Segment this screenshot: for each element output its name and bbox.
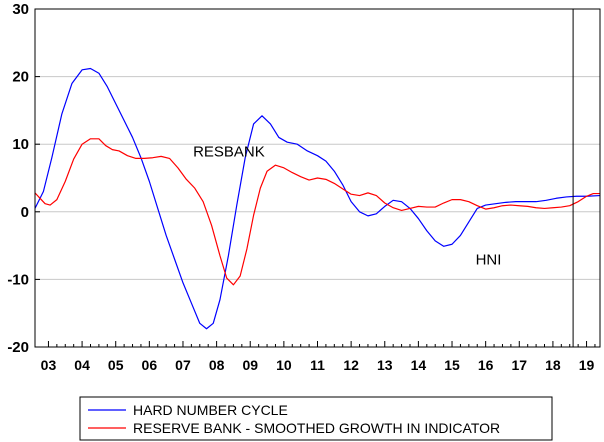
x-tick-label: 14 — [411, 357, 427, 373]
y-tick-label: -20 — [7, 339, 29, 356]
x-tick-label: 13 — [377, 357, 393, 373]
x-tick-label: 04 — [74, 357, 90, 373]
legend-label: RESERVE BANK - SMOOTHED GROWTH IN INDICA… — [133, 420, 500, 436]
gridlines — [35, 76, 600, 280]
series-line-hard-number-cycle — [34, 67, 601, 330]
legend: HARD NUMBER CYCLE RESERVE BANK - SMOOTHED… — [79, 396, 553, 441]
x-tick-label: 16 — [478, 357, 494, 373]
x-tick-label: 06 — [142, 357, 158, 373]
annotation-label: RESBANK — [193, 143, 265, 160]
y-axis: -20 -10 0 10 20 30 — [7, 1, 40, 356]
y-tick-label: 0 — [21, 204, 29, 221]
x-tick-label: 08 — [209, 357, 225, 373]
x-tick-label: 05 — [108, 357, 124, 373]
x-tick-label: 17 — [511, 357, 527, 373]
legend-label: HARD NUMBER CYCLE — [133, 402, 288, 418]
x-tick-label: 09 — [242, 357, 258, 373]
x-axis: 03 04 05 06 07 08 09 10 11 12 13 14 15 16 17 18 19 — [41, 341, 596, 373]
series-line-reserve-bank — [34, 138, 600, 286]
x-tick-label: 03 — [41, 357, 57, 373]
y-tick-label: 10 — [12, 136, 29, 153]
x-tick-label: 12 — [343, 357, 359, 373]
x-tick-label: 10 — [276, 357, 292, 373]
y-tick-label: -10 — [7, 271, 29, 288]
x-tick-label: 18 — [545, 357, 561, 373]
y-tick-label: 30 — [12, 1, 29, 18]
annotations: RESBANK HNI — [193, 143, 501, 268]
y-tick-label: 20 — [12, 69, 29, 86]
x-tick-label: 07 — [175, 357, 191, 373]
x-tick-label: 11 — [310, 357, 325, 373]
x-tick-label: 15 — [444, 357, 460, 373]
legend-box — [79, 396, 553, 441]
annotation-label: HNI — [476, 252, 502, 269]
series-lines — [34, 67, 601, 330]
x-tick-label: 19 — [579, 357, 595, 373]
